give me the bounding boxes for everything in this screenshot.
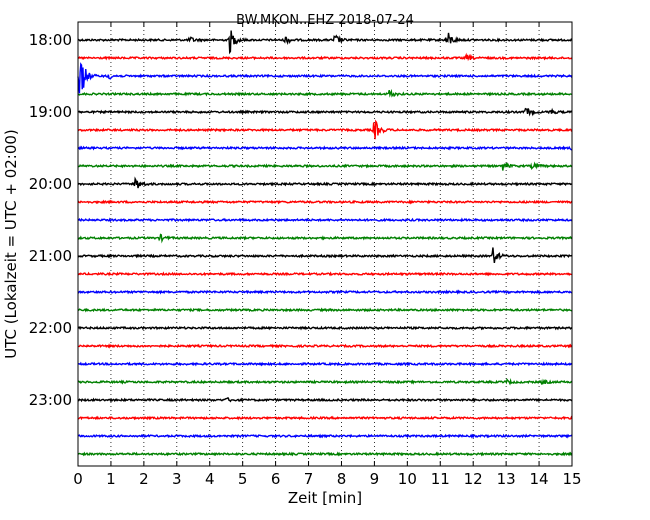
trace-line	[77, 145, 573, 151]
y-axis-label: UTC (Lokalzeit = UTC + 02:00)	[2, 129, 20, 359]
x-tick-label: 12	[464, 470, 483, 488]
x-tick-label: 8	[337, 470, 347, 488]
x-tick-label: 9	[370, 470, 380, 488]
y-tick-label: 19:00	[29, 103, 72, 121]
x-tick-label: 5	[238, 470, 248, 488]
x-axis-label: Zeit [min]	[288, 489, 362, 507]
y-tick-label: 21:00	[29, 247, 72, 265]
trace-line	[77, 415, 573, 421]
trace-line	[77, 107, 573, 117]
x-tick-label: 4	[205, 470, 215, 488]
axis-ticks: 0 1 2 3 4 5 6 7 8 9 10 11 12 13 14 1518:0019:0020:0021:…	[29, 22, 582, 488]
trace-line	[77, 233, 573, 244]
trace-line	[77, 247, 573, 263]
trace-line	[77, 451, 573, 457]
y-tick-label: 20:00	[29, 175, 72, 193]
trace-line	[77, 119, 573, 140]
x-tick-label: 10	[398, 470, 417, 488]
seismic-traces	[77, 30, 573, 457]
x-tick-label: 7	[304, 470, 314, 488]
plot-frame	[77, 21, 573, 467]
trace-line	[77, 217, 573, 223]
x-tick-label: 14	[530, 470, 549, 488]
trace-line	[77, 325, 573, 331]
trace-line	[77, 271, 573, 277]
x-tick-label: 2	[139, 470, 149, 488]
trace-line	[77, 377, 573, 386]
trace-line	[77, 30, 573, 55]
y-tick-label: 22:00	[29, 319, 72, 337]
x-tick-label: 13	[497, 470, 516, 488]
trace-line	[77, 62, 573, 94]
y-tick-label: 23:00	[29, 391, 72, 409]
x-tick-label: 0	[73, 470, 83, 488]
trace-line	[77, 343, 573, 349]
x-tick-label: 3	[172, 470, 182, 488]
trace-line	[77, 397, 573, 403]
chart-title: BW.MKON..EHZ 2018-07-24	[236, 13, 414, 28]
trace-line	[77, 176, 573, 189]
trace-line	[77, 307, 573, 313]
trace-line	[77, 199, 573, 205]
trace-line	[77, 161, 573, 171]
x-tick-label: 15	[562, 470, 581, 488]
x-tick-label: 11	[431, 470, 450, 488]
trace-line	[77, 88, 573, 98]
trace-line	[77, 52, 573, 62]
trace-line	[77, 433, 573, 439]
trace-line	[77, 361, 573, 367]
y-tick-label: 18:00	[29, 31, 72, 49]
x-tick-label: 6	[271, 470, 281, 488]
trace-line	[77, 289, 573, 295]
x-tick-label: 1	[106, 470, 116, 488]
